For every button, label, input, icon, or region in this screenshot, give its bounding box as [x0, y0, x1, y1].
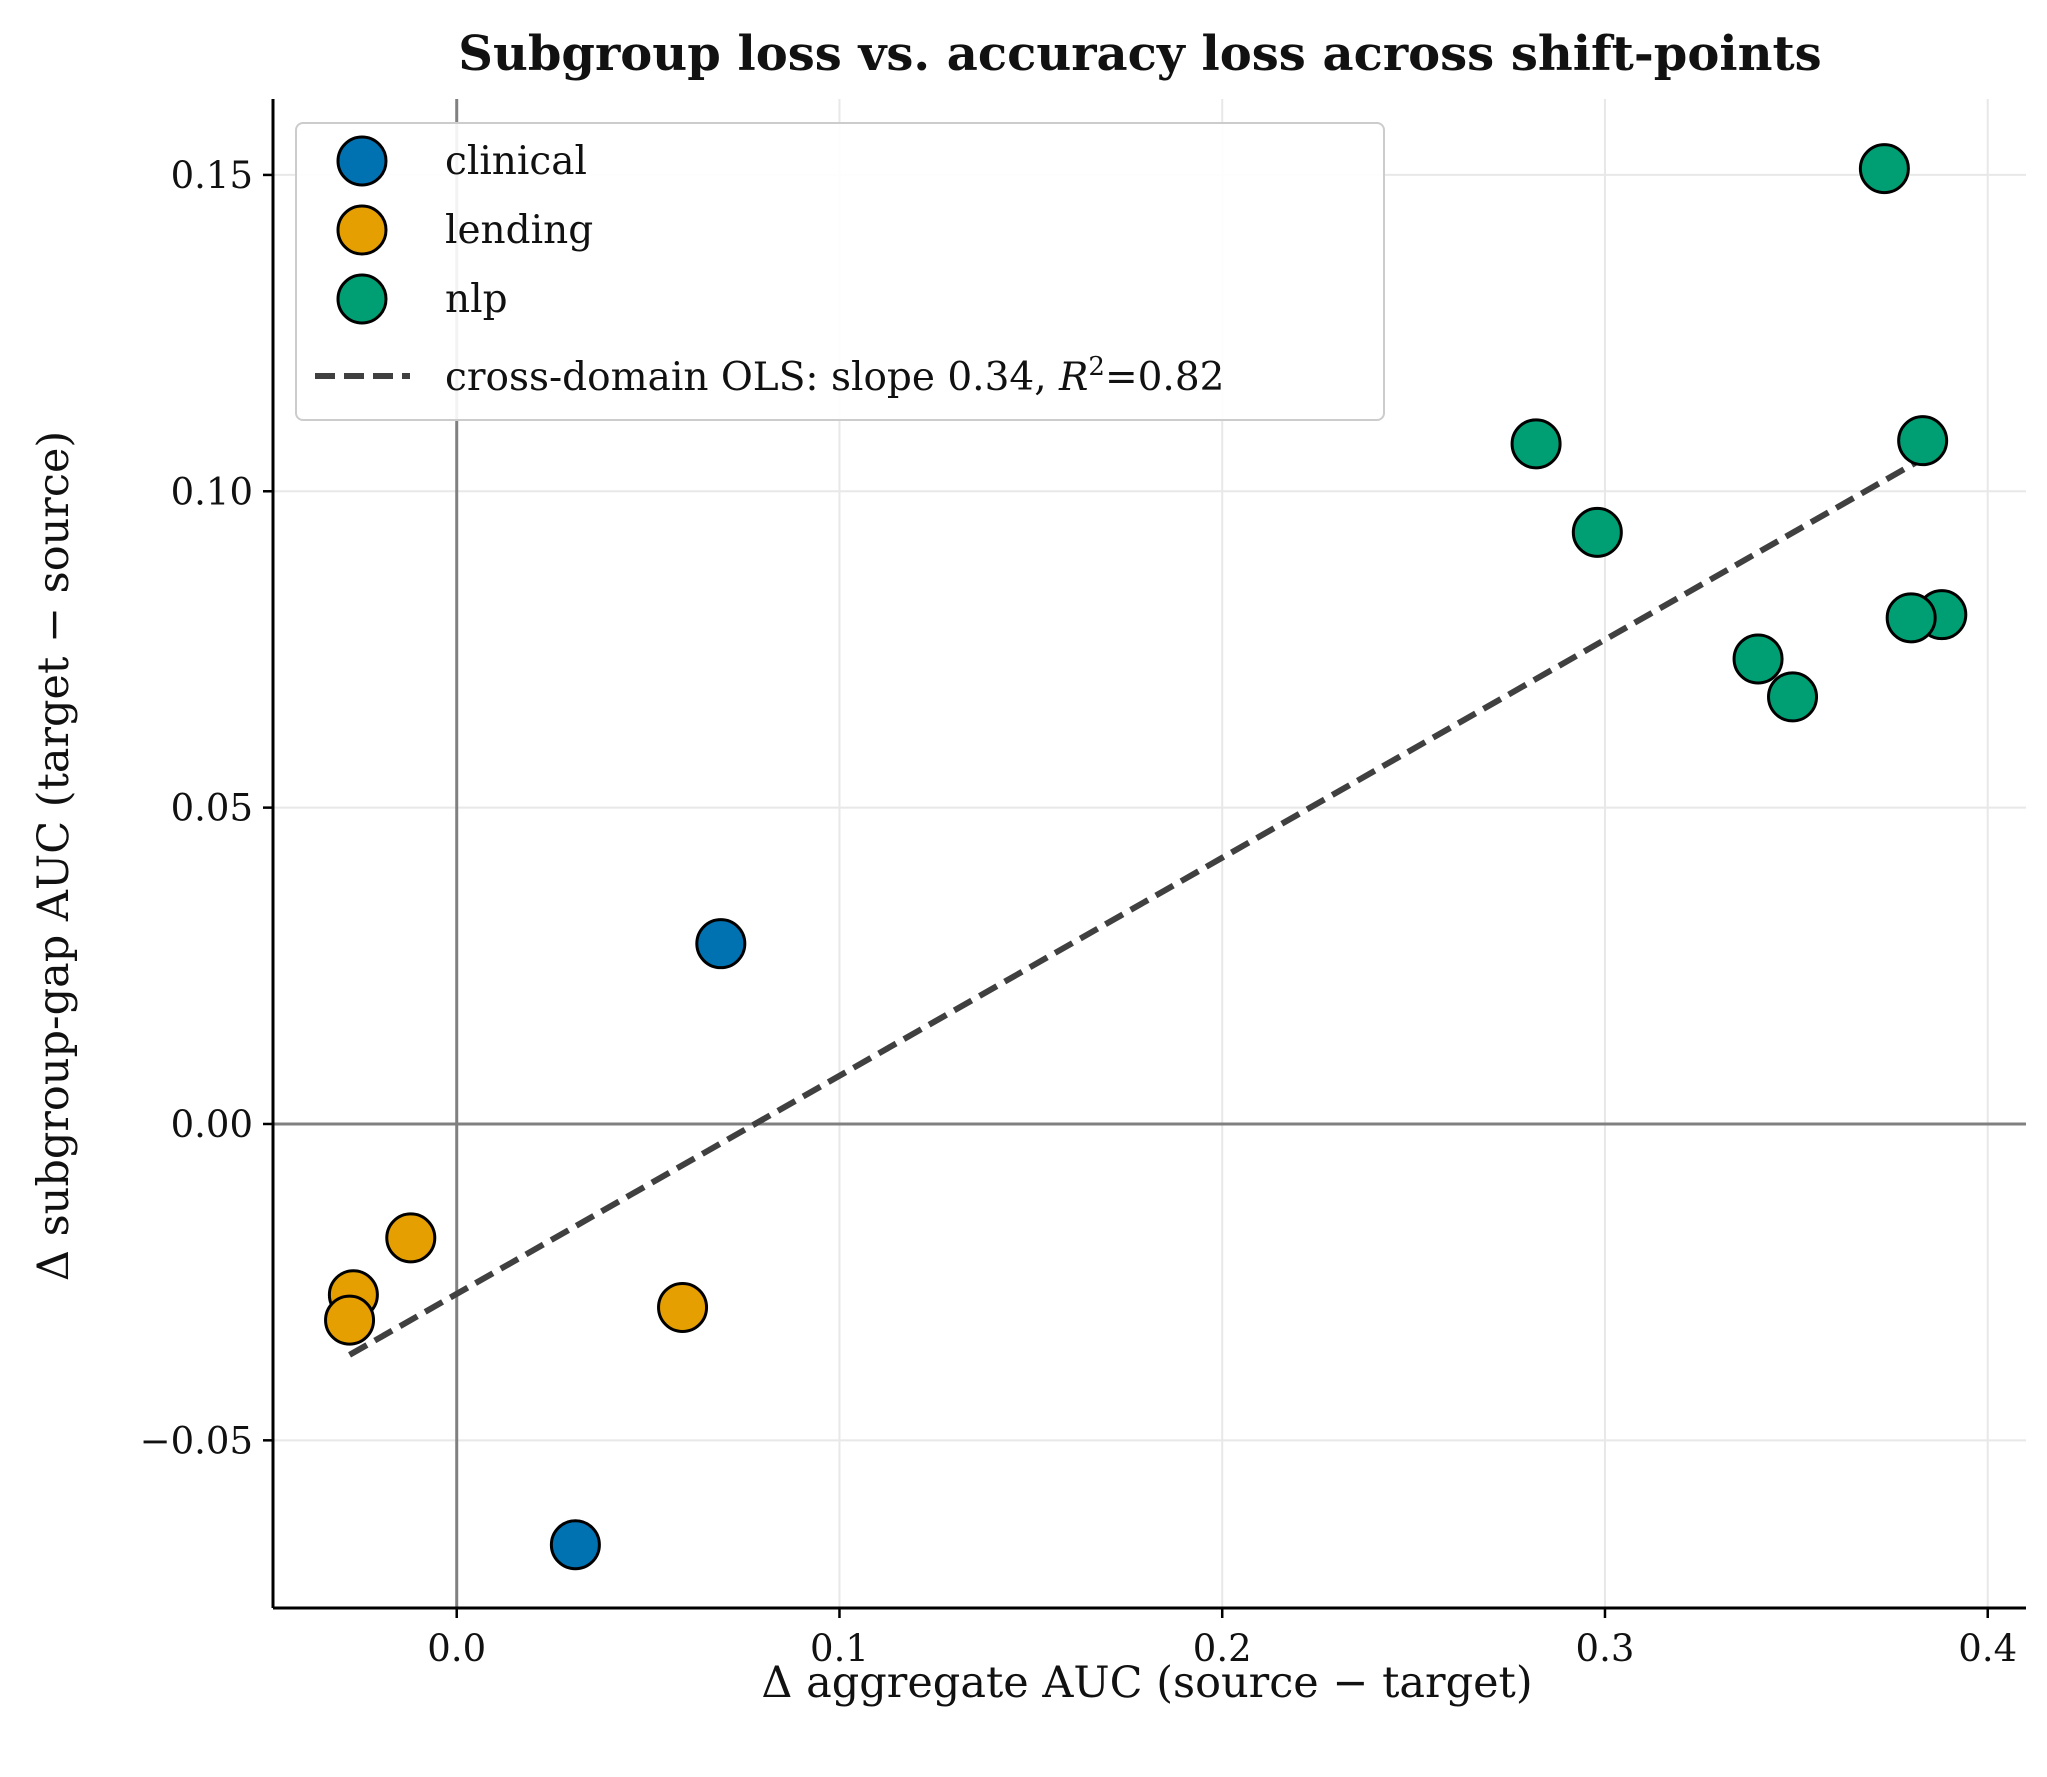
y-axis-title: Δ subgroup-gap AUC (target − source): [29, 431, 79, 1281]
x-tick-label: 0.3: [1576, 1627, 1635, 1670]
data-point-nlp: [1858, 143, 1910, 195]
data-point-nlp: [1897, 415, 1949, 467]
legend-fit-label: cross-domain OLS: slope 0.34, R2=0.82: [445, 352, 1224, 400]
x-tick-label: 0.2: [1193, 1627, 1252, 1670]
x-axis-title: Δ aggregate AUC (source − target): [761, 1658, 1532, 1708]
legend-frame: [295, 122, 1385, 421]
y-tick-label: 0.15: [171, 154, 253, 197]
data-points: [324, 143, 1968, 1571]
legend-label-lending: lending: [445, 208, 593, 253]
y-tick-label: 0.10: [171, 470, 253, 513]
x-axis-ticks: 0.0 0.1 0.2 0.3 0.4: [427, 1608, 2017, 1670]
legend-marker-lending: [336, 204, 388, 256]
data-point-nlp: [1732, 633, 1784, 685]
fit-line: [348, 453, 1928, 1358]
legend-label-clinical: clinical: [445, 139, 587, 184]
x-tick-label: 0.4: [1958, 1627, 2017, 1670]
legend: clinical lending nlp cross-domain OLS: slo…: [295, 122, 1385, 421]
y-tick-label: 0.05: [171, 787, 253, 830]
data-point-lending: [657, 1281, 709, 1333]
fit-line-layer: [348, 453, 1928, 1358]
legend-label-nlp: nlp: [445, 277, 508, 322]
x-tick-label: 0.1: [810, 1627, 869, 1670]
data-point-nlp: [1885, 592, 1937, 644]
chart-title: Subgroup loss vs. accuracy loss across s…: [458, 26, 1821, 82]
data-point-clinical: [695, 918, 747, 970]
legend-marker-nlp: [336, 273, 388, 325]
x-tick-label: 0.0: [427, 1627, 486, 1670]
legend-fit-prefix: cross-domain OLS: slope 0.34,: [445, 355, 1059, 400]
legend-r2-value: =0.82: [1105, 355, 1225, 400]
data-point-lending: [324, 1294, 376, 1346]
legend-marker-clinical: [336, 135, 388, 187]
y-axis-ticks: −0.05 0.00 0.05 0.10 0.15: [140, 154, 273, 1462]
data-point-lending: [385, 1212, 437, 1264]
data-point-clinical: [549, 1519, 601, 1571]
data-point-nlp: [1571, 506, 1623, 558]
y-tick-label: 0.00: [171, 1103, 253, 1146]
legend-r2-exponent: 2: [1088, 352, 1105, 382]
data-point-nlp: [1510, 418, 1562, 470]
y-tick-label: −0.05: [140, 1419, 253, 1462]
legend-r2-symbol: R: [1058, 355, 1088, 400]
axes: [271, 99, 2026, 1610]
data-point-nlp: [1767, 671, 1819, 723]
